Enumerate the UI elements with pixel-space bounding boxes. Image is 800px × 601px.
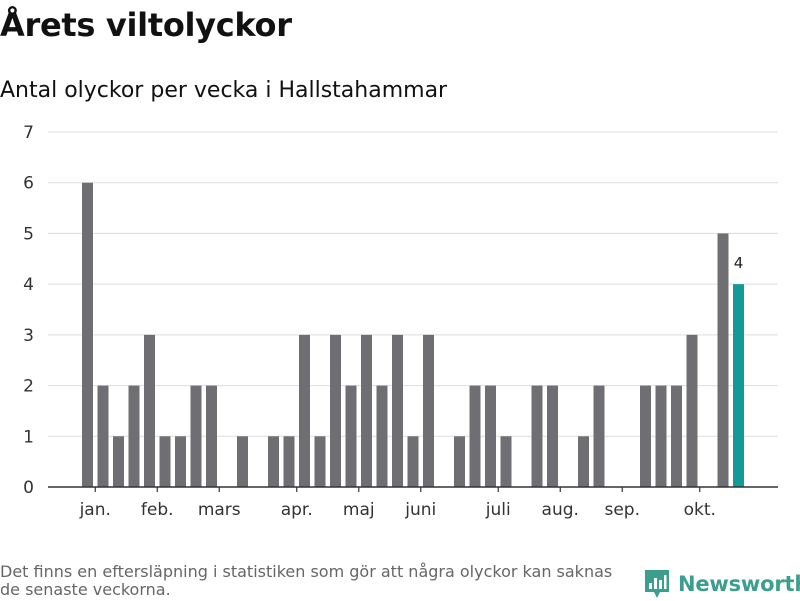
bar-chart-logo-icon <box>645 570 669 598</box>
x-tick-label: apr. <box>281 500 313 520</box>
bar-v43 <box>733 284 744 487</box>
bar-v39 <box>671 385 682 487</box>
bar-v26 <box>469 385 481 487</box>
bar-v23 <box>423 334 434 487</box>
y-axis-ticks: 0 1 2 3 4 5 6 7 <box>23 123 34 498</box>
x-tick-label: mars <box>198 500 241 520</box>
x-axis-ticks: jan. feb. mars apr. maj juni juli aug. sep. okt. <box>79 487 716 520</box>
bar-v18 <box>345 385 357 487</box>
footnote: Det finns en eftersläpning i statistiken… <box>0 562 613 599</box>
bar-v4 <box>128 385 140 487</box>
x-tick-label: maj <box>343 500 375 520</box>
bar-v30 <box>531 385 543 487</box>
bar-v3 <box>113 436 124 487</box>
bar-v8 <box>190 385 202 487</box>
bar-v28 <box>500 436 512 487</box>
chart-title: Årets viltolyckor <box>0 6 292 44</box>
bar-v40 <box>686 334 698 487</box>
bar-v33 <box>578 436 589 487</box>
bar-v9 <box>206 385 217 487</box>
bar-v5 <box>144 334 155 487</box>
chart-subtitle: Antal olyckor per vecka i Hallstahammar <box>0 78 448 103</box>
bar-v34 <box>593 385 605 487</box>
bars <box>82 182 744 487</box>
bar-v1 <box>82 182 93 487</box>
bar-v31 <box>547 385 558 487</box>
bar-chart: 0 1 2 3 4 5 6 7 4 jan. feb. mars apr. maj juni juli au… <box>23 123 778 520</box>
y-tick-label: 1 <box>23 427 34 447</box>
y-tick-label: 0 <box>23 478 34 498</box>
data-labels: 4 <box>734 254 744 272</box>
x-tick-label: sep. <box>604 500 640 520</box>
bar-v42 <box>717 233 729 487</box>
x-tick-label: okt. <box>684 500 716 520</box>
x-tick-label: feb. <box>141 500 174 520</box>
y-tick-label: 3 <box>23 326 34 346</box>
bar-v27 <box>485 385 496 487</box>
bar-v20 <box>376 385 388 487</box>
y-tick-label: 5 <box>23 224 34 244</box>
bar-v11 <box>237 436 248 487</box>
y-tick-label: 7 <box>23 123 34 143</box>
bar-v19 <box>361 334 372 487</box>
bar-v38 <box>655 385 667 487</box>
bar-v14 <box>283 436 295 487</box>
bar-v25 <box>454 436 465 487</box>
bar-v13 <box>268 436 279 487</box>
bar-value-label: 4 <box>734 254 744 272</box>
bar-v16 <box>314 436 326 487</box>
bar-v7 <box>175 436 186 487</box>
bar-v22 <box>407 436 419 487</box>
x-tick-label: aug. <box>542 500 579 520</box>
bar-v17 <box>330 334 341 487</box>
gridlines <box>48 131 778 437</box>
bar-v15 <box>299 334 310 487</box>
y-tick-label: 6 <box>23 174 34 194</box>
bar-v6 <box>159 436 171 487</box>
brand-name: Newsworthy <box>678 572 800 596</box>
bar-v37 <box>640 385 651 487</box>
x-tick-label: juni <box>404 500 436 520</box>
y-tick-label: 4 <box>23 275 34 295</box>
bar-v21 <box>392 334 403 487</box>
y-tick-label: 2 <box>23 377 34 397</box>
x-tick-label: juli <box>485 500 511 520</box>
brand-logo-group: Newsworthy <box>644 567 800 601</box>
bar-v2 <box>97 385 109 487</box>
x-tick-label: jan. <box>79 500 111 520</box>
